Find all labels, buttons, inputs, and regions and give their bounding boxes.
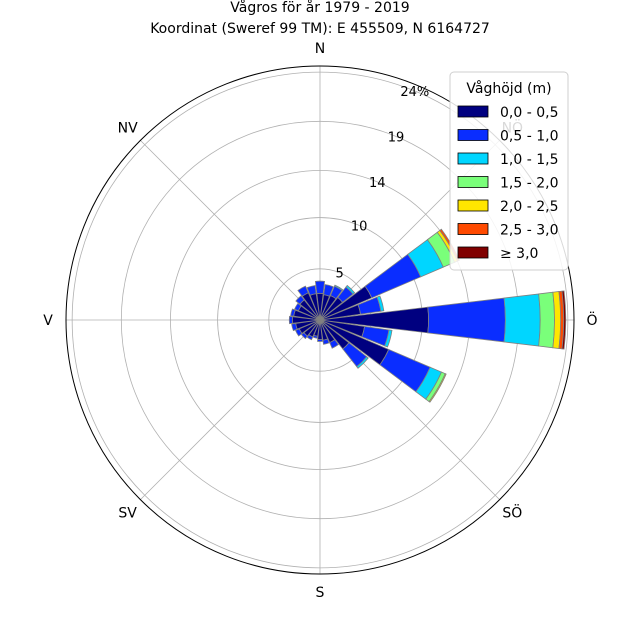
bar-sector-315-bin-1 (295, 295, 305, 305)
bar-sector-90-bin-6 (561, 290, 567, 350)
bar-sector-45-bin-2 (345, 284, 356, 295)
direction-label-4: S (316, 585, 325, 601)
legend-label-6: ≥ 3,0 (500, 246, 538, 262)
radial-tick-labels: 5 10 14 19 24% (335, 85, 429, 282)
legend-label-3: 1,5 - 2,0 (500, 176, 558, 192)
legend-label-5: 2,5 - 3,0 (500, 223, 558, 239)
bar-sector-90-bin-1 (427, 297, 506, 343)
radial-tick-label-4: 24% (400, 85, 429, 100)
bar-sector-165-bin-1 (322, 338, 330, 345)
bar-sector-75-bin-2 (376, 295, 385, 312)
bar-sector-150-bin-1 (329, 339, 339, 349)
legend-swatch-6 (457, 246, 489, 259)
rose-bars (288, 228, 567, 403)
bar-sector-270-bin-1 (288, 315, 293, 325)
bar-sector-15-bin-1 (323, 284, 334, 297)
bar-sector-300-bin-1 (294, 302, 302, 312)
legend-swatch-0 (457, 105, 489, 118)
legend-box (449, 71, 569, 271)
direction-label-6: Ö (586, 311, 597, 329)
bar-sector-195-bin-1 (312, 334, 319, 339)
bar-sector-90-bin-2 (503, 293, 541, 347)
radial-tick-label-0: 5 (335, 267, 343, 282)
legend-label-4: 2,0 - 2,5 (500, 199, 558, 215)
legend-label-0: 0,0 - 0,5 (500, 105, 558, 121)
bar-sector-285-bin-1 (290, 308, 296, 317)
radial-tick-label-1: 10 (351, 219, 368, 234)
bar-sector-330-bin-1 (297, 285, 309, 297)
direction-label-1: NV (118, 121, 138, 137)
direction-label-3: SV (118, 505, 137, 521)
bar-sector-255-bin-1 (291, 323, 298, 332)
bar-sector-135-bin-2 (356, 356, 369, 369)
legend-swatch-3 (457, 176, 489, 188)
legend: Våghöjd (m) 0,0 - 0,5 0,5 - 1,0 1,0 - 1,5 1,… (449, 71, 569, 271)
bar-sector-120-bin-4 (428, 373, 447, 403)
bar-sector-210-bin-1 (306, 334, 314, 341)
bar-sector-225-bin-1 (300, 332, 308, 340)
legend-swatch-4 (457, 199, 489, 212)
direction-label-2: V (43, 313, 53, 329)
chart-subtitle: Koordinat (Sweref 99 TM): E 455509, N 61… (150, 21, 490, 37)
bar-sector-240-bin-1 (294, 328, 303, 337)
chart-title: Vågros för år 1979 - 2019 (230, 0, 409, 16)
bar-sector-345-bin-1 (306, 285, 317, 296)
bar-sector-0-bin-1 (314, 280, 326, 295)
legend-swatch-1 (457, 129, 489, 141)
direction-label-0: N (315, 41, 325, 57)
bar-sector-180-bin-1 (317, 338, 323, 342)
legend-title: Våghöjd (m) (466, 80, 551, 97)
legend-label-1: 0,5 - 1,0 (500, 129, 558, 145)
polar-outline (65, 65, 575, 575)
radial-tick-label-3: 19 (388, 130, 405, 145)
legend-swatch-5 (457, 223, 489, 235)
bar-sector-105-bin-2 (384, 329, 393, 348)
grid-spoke (140, 140, 321, 321)
outer-circle (65, 65, 575, 575)
grid-spoke (140, 319, 321, 500)
radial-tick-label-2: 14 (369, 176, 386, 191)
legend-label-2: 1,0 - 1,5 (500, 152, 558, 168)
legend-swatch-2 (457, 152, 489, 165)
bar-sector-30-bin-2 (334, 284, 344, 292)
bar-sector-90-bin-3 (538, 291, 555, 349)
direction-label-5: SÖ (502, 503, 522, 521)
